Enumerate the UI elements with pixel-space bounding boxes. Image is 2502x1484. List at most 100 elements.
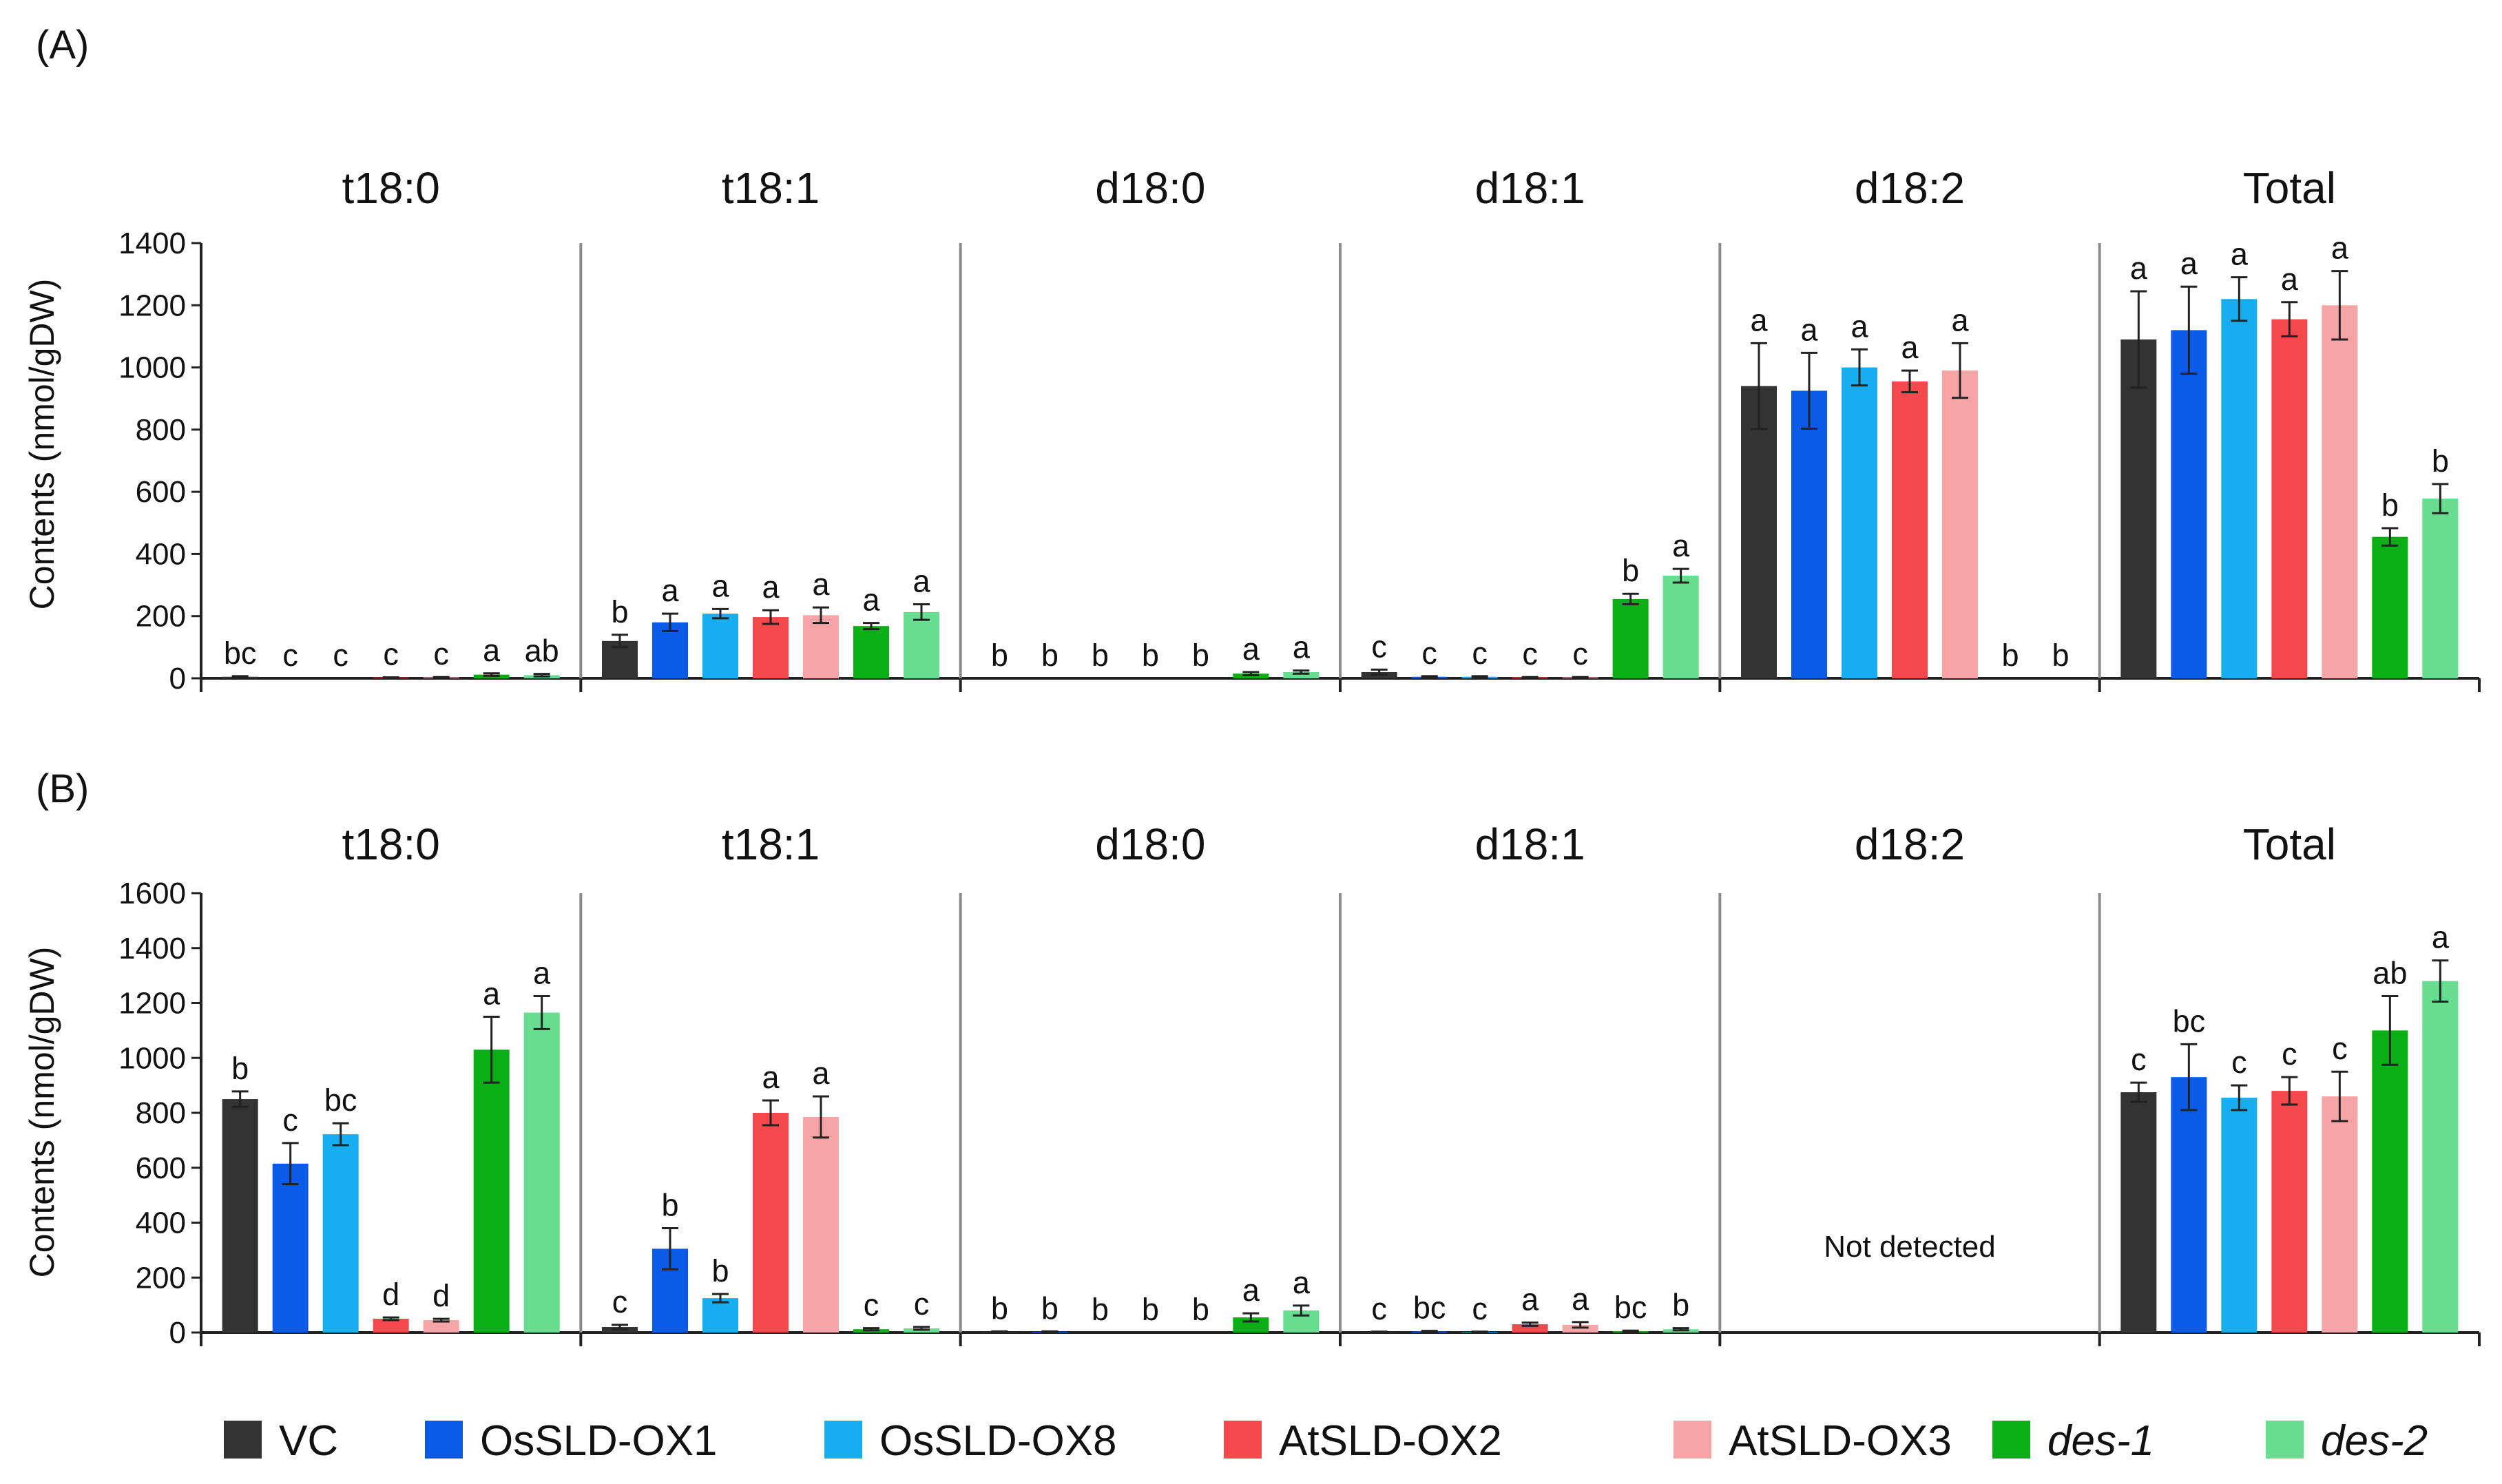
significance-letter: c [383,637,399,672]
significance-letter: ab [525,634,559,669]
group-d18-1: d18:1c bc c a a bc b [1361,819,1699,1334]
bar-des-1 [853,626,889,678]
group-t18-1: t18:1ba a a a aa [602,163,939,678]
y-tick-label: 0 [169,662,186,696]
y-tick-label: 400 [136,537,186,571]
significance-letter: bc [224,636,257,671]
legend-swatch [1224,1421,1262,1459]
significance-letter: c [2131,1042,2147,1077]
bar-des-1 [473,1049,510,1333]
significance-letter: b [1142,1292,1159,1327]
group-title: Total [2243,819,2336,869]
legend-item-ossld-ox8: OsSLD-OX8 [824,1417,1117,1465]
significance-letter: a [2331,231,2349,266]
panel-label: (A) [36,23,89,67]
significance-letter: b [1672,1288,1689,1323]
legend-swatch [425,1421,463,1459]
legend-item-des-2: des-2 [2266,1417,2428,1465]
significance-letter: d [382,1277,399,1312]
significance-letter: c [1572,636,1588,671]
y-tick-label: 1400 [118,932,186,965]
bar-ossld-ox8 [322,1134,359,1333]
y-tick-label: 1200 [118,289,186,322]
group-title: t18:0 [342,163,439,213]
significance-letter: a [862,583,880,618]
bar-atsld-ox3 [2322,1096,2358,1333]
significance-letter: a [1242,631,1260,667]
legend-swatch [1674,1421,1711,1459]
legend-swatch [224,1421,262,1459]
y-tick-label: 800 [136,413,186,447]
significance-letter: a [533,956,551,991]
significance-letter: c [282,638,298,673]
significance-letter: c [612,1284,628,1319]
legend-label: des-1 [2047,1417,2154,1465]
bar-des-1 [2372,536,2408,678]
significance-letter: b [1142,638,1159,673]
legend-item-ossld-ox1: OsSLD-OX1 [425,1417,718,1465]
significance-letter: a [1750,302,1768,337]
significance-letter: a [762,569,780,605]
legend-item-atsld-ox3: AtSLD-OX3 [1674,1417,1952,1465]
y-axis-label: Contents (nmol/gDW) [23,279,61,610]
legend-label: des-2 [2321,1417,2428,1465]
y-tick-label: 600 [136,1151,186,1185]
group-title: t18:1 [722,163,820,213]
significance-letter: b [1192,1292,1209,1327]
bar-ossld-ox8 [1842,367,1877,678]
significance-letter: bc [1614,1290,1647,1325]
significance-letter: a [913,564,930,599]
significance-letter: a [483,633,501,668]
significance-letter: b [661,1187,678,1222]
bar-atsld-ox2 [1512,1324,1548,1333]
legend-swatch [2266,1421,2304,1459]
bar-atsld-ox3 [803,1116,839,1333]
y-tick-label: 1400 [118,227,186,260]
legend-item-des-1: des-1 [1992,1417,2154,1465]
significance-letter: bc [2173,1003,2206,1038]
significance-letter: b [2052,638,2069,673]
legend-swatch [1992,1421,2030,1459]
significance-letter: b [1041,1290,1059,1326]
bar-vc [2120,1092,2157,1333]
significance-letter: c [433,636,449,671]
bar-vc [2120,339,2157,678]
bar-atsld-ox3 [423,1320,459,1333]
significance-letter: b [1192,638,1209,673]
bar-vc [222,1099,258,1333]
significance-letter: a [812,1056,830,1091]
group-title: d18:0 [1095,163,1205,213]
significance-letter: c [282,1102,298,1138]
significance-letter: c [333,638,348,673]
significance-letter: c [1371,1291,1387,1326]
bar-des-2 [1662,576,1699,678]
significance-letter: a [1242,1273,1260,1308]
legend-label: OsSLD-OX8 [879,1417,1117,1465]
group-title: d18:2 [1855,163,1965,213]
bar-des-1 [2372,1030,2408,1333]
bar-ossld-ox8 [2221,299,2258,678]
significance-letter: a [1293,630,1311,665]
significance-letter: a [1521,1282,1539,1317]
bar-atsld-ox2 [753,1113,789,1333]
legend-swatch [824,1421,862,1459]
significance-letter: c [1472,636,1488,671]
bar-ossld-ox8 [702,614,738,678]
bar-vc [1741,386,1777,678]
legend-label: VC [279,1417,338,1465]
significance-letter: a [2130,251,2148,286]
group-d18-1: d18:1c c c c cba [1361,163,1699,679]
significance-letter: b [711,1253,729,1288]
significance-letter: b [991,1290,1008,1326]
significance-letter: a [2231,237,2249,272]
legend-label: OsSLD-OX1 [480,1417,718,1465]
bar-ossld-ox8 [2221,1098,2258,1333]
y-tick-label: 1200 [118,987,186,1021]
chart-panel-A: (A) Contents (nmol/gDW) 0 200 400 600 800 1000 1… [23,23,2481,696]
significance-letter: c [864,1288,879,1323]
significance-letter: a [711,568,729,603]
